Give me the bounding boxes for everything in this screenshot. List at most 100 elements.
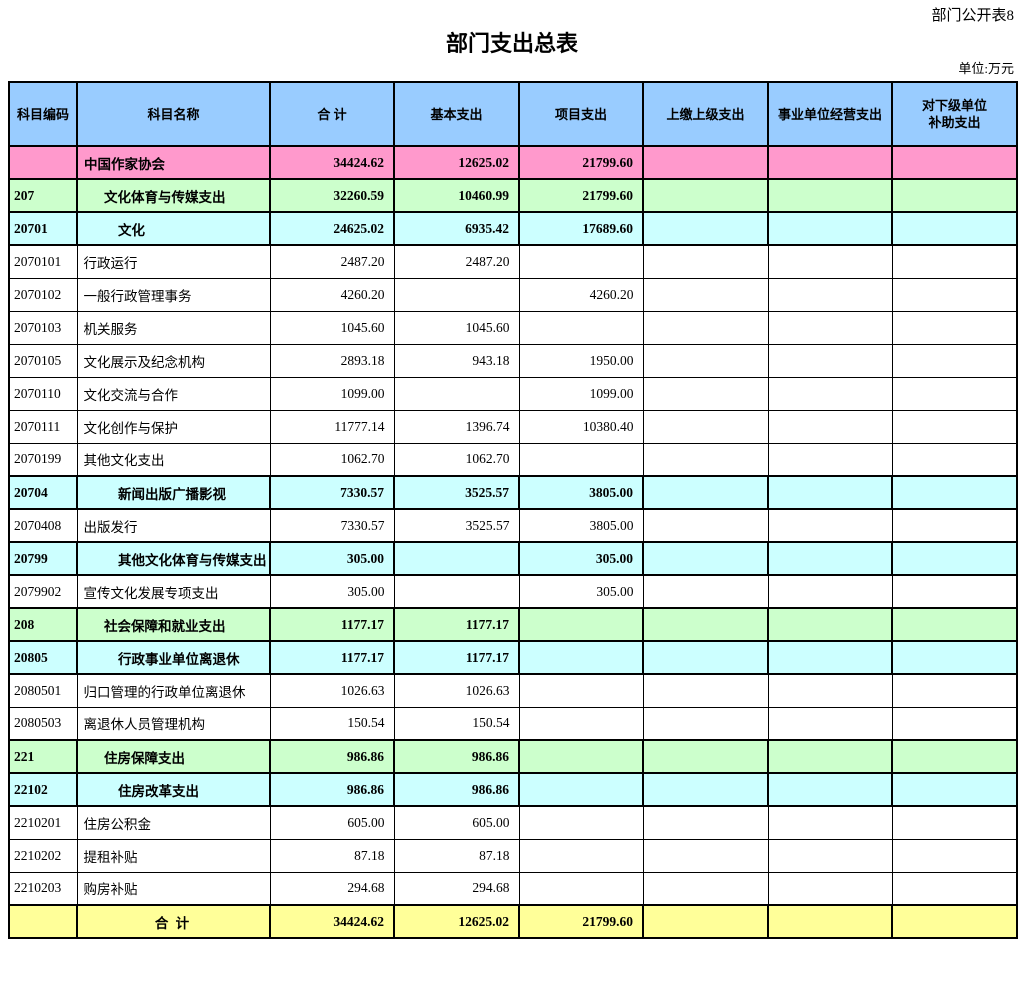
cell-code: 2070111	[8, 409, 78, 444]
cell-subsidy	[891, 409, 1018, 444]
cell-basic: 986.86	[393, 739, 520, 774]
cell-basic	[393, 541, 520, 576]
table-row: 20704 新闻出版广播影视 7330.57 3525.57 3805.00	[8, 475, 1018, 510]
cell-subsidy	[891, 706, 1018, 741]
cell-total: 150.54	[269, 706, 395, 741]
cell-code: 208	[8, 607, 78, 642]
cell-upper	[642, 772, 769, 807]
cell-subsidy	[891, 574, 1018, 609]
cell-upper	[642, 310, 769, 345]
cell-name: 住房保障支出	[76, 739, 271, 774]
cell-upper	[642, 277, 769, 312]
cell-project: 21799.60	[518, 145, 644, 180]
cell-project	[518, 706, 644, 741]
cell-project: 21799.60	[518, 904, 644, 939]
cell-project: 4260.20	[518, 277, 644, 312]
cell-upper	[642, 673, 769, 708]
cell-name: 其他文化支出	[76, 442, 271, 477]
cell-upper	[642, 409, 769, 444]
cell-project: 305.00	[518, 574, 644, 609]
cell-name: 提租补贴	[76, 838, 271, 873]
cell-name: 文化	[76, 211, 271, 246]
cell-basic	[393, 376, 520, 411]
cell-subsidy	[891, 541, 1018, 576]
cell-code: 2210203	[8, 871, 78, 906]
cell-total: 1177.17	[269, 607, 395, 642]
cell-name: 文化交流与合作	[76, 376, 271, 411]
cell-project	[518, 772, 644, 807]
cell-code: 2070103	[8, 310, 78, 345]
cell-name: 机关服务	[76, 310, 271, 345]
table-row: 2070408 出版发行 7330.57 3525.57 3805.00	[8, 508, 1018, 543]
cell-project	[518, 838, 644, 873]
cell-business	[767, 178, 893, 213]
cell-subsidy	[891, 376, 1018, 411]
cell-name: 离退休人员管理机构	[76, 706, 271, 741]
cell-name: 一般行政管理事务	[76, 277, 271, 312]
cell-business	[767, 244, 893, 279]
cell-name: 文化创作与保护	[76, 409, 271, 444]
cell-name: 归口管理的行政单位离退休	[76, 673, 271, 708]
cell-subsidy	[891, 310, 1018, 345]
table-row: 2070102 一般行政管理事务 4260.20 4260.20	[8, 277, 1018, 312]
table-row: 2070199 其他文化支出 1062.70 1062.70	[8, 442, 1018, 477]
cell-basic: 1026.63	[393, 673, 520, 708]
cell-subsidy	[891, 607, 1018, 642]
cell-business	[767, 277, 893, 312]
cell-upper	[642, 739, 769, 774]
col-header-name: 科目名称	[76, 81, 271, 147]
cell-code: 2079902	[8, 574, 78, 609]
cell-total: 1177.17	[269, 640, 395, 675]
cell-project	[518, 244, 644, 279]
cell-basic: 150.54	[393, 706, 520, 741]
cell-subsidy	[891, 640, 1018, 675]
cell-subsidy	[891, 178, 1018, 213]
cell-subsidy	[891, 442, 1018, 477]
cell-code: 2210202	[8, 838, 78, 873]
cell-upper	[642, 640, 769, 675]
cell-name: 合 计	[76, 904, 271, 939]
cell-project: 3805.00	[518, 475, 644, 510]
cell-total: 1099.00	[269, 376, 395, 411]
cell-upper	[642, 508, 769, 543]
cell-business	[767, 838, 893, 873]
cell-name: 住房改革支出	[76, 772, 271, 807]
cell-upper	[642, 376, 769, 411]
cell-total: 34424.62	[269, 145, 395, 180]
cell-project	[518, 805, 644, 840]
col-header-upper: 上缴上级支出	[642, 81, 769, 147]
cell-business	[767, 475, 893, 510]
table-row: 20805 行政事业单位离退休 1177.17 1177.17	[8, 640, 1018, 675]
cell-project	[518, 871, 644, 906]
cell-total: 2487.20	[269, 244, 395, 279]
table-row: 2070110 文化交流与合作 1099.00 1099.00	[8, 376, 1018, 411]
table-row: 2070105 文化展示及纪念机构 2893.18 943.18 1950.00	[8, 343, 1018, 378]
cell-upper	[642, 541, 769, 576]
cell-name: 新闻出版广播影视	[76, 475, 271, 510]
cell-subsidy	[891, 805, 1018, 840]
cell-total: 11777.14	[269, 409, 395, 444]
cell-business	[767, 904, 893, 939]
page-title: 部门支出总表	[445, 31, 578, 56]
cell-basic: 87.18	[393, 838, 520, 873]
table-row: 2079902 宣传文化发展专项支出 305.00 305.00	[8, 574, 1018, 609]
cell-name: 购房补贴	[76, 871, 271, 906]
cell-basic: 605.00	[393, 805, 520, 840]
cell-project	[518, 640, 644, 675]
cell-business	[767, 409, 893, 444]
cell-code: 2070110	[8, 376, 78, 411]
cell-basic: 1045.60	[393, 310, 520, 345]
cell-project	[518, 673, 644, 708]
cell-basic: 3525.57	[393, 475, 520, 510]
cell-total: 32260.59	[269, 178, 395, 213]
cell-total: 305.00	[269, 574, 395, 609]
cell-upper	[642, 574, 769, 609]
cell-project: 1099.00	[518, 376, 644, 411]
table-row: 中国作家协会 34424.62 12625.02 21799.60	[8, 145, 1018, 180]
cell-total: 87.18	[269, 838, 395, 873]
cell-upper	[642, 475, 769, 510]
table-row: 2070103 机关服务 1045.60 1045.60	[8, 310, 1018, 345]
cell-name: 行政运行	[76, 244, 271, 279]
cell-total: 294.68	[269, 871, 395, 906]
